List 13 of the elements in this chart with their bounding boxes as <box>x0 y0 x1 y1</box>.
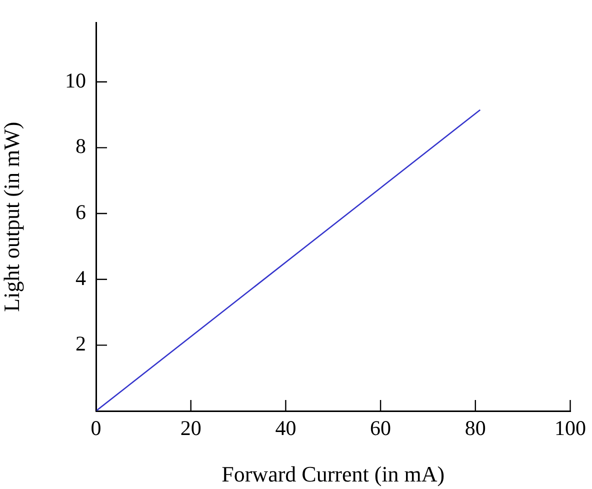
x-axis-title: Forward Current (in mA) <box>222 462 445 487</box>
x-tick-label: 100 <box>554 416 586 440</box>
x-tick-label: 20 <box>180 416 202 440</box>
y-tick-label: 4 <box>76 266 86 290</box>
x-tick-label: 0 <box>90 416 102 440</box>
y-tick-label: 10 <box>65 68 86 92</box>
x-tick-label: 40 <box>275 416 296 440</box>
y-tick-label: 2 <box>76 332 86 356</box>
y-tick-label: 6 <box>76 200 86 224</box>
x-tick-label: 60 <box>370 416 392 440</box>
x-tick-label: 80 <box>464 416 486 440</box>
y-axis-title: Light output (in mW) <box>0 122 24 312</box>
y-tick-label: 8 <box>76 134 86 158</box>
